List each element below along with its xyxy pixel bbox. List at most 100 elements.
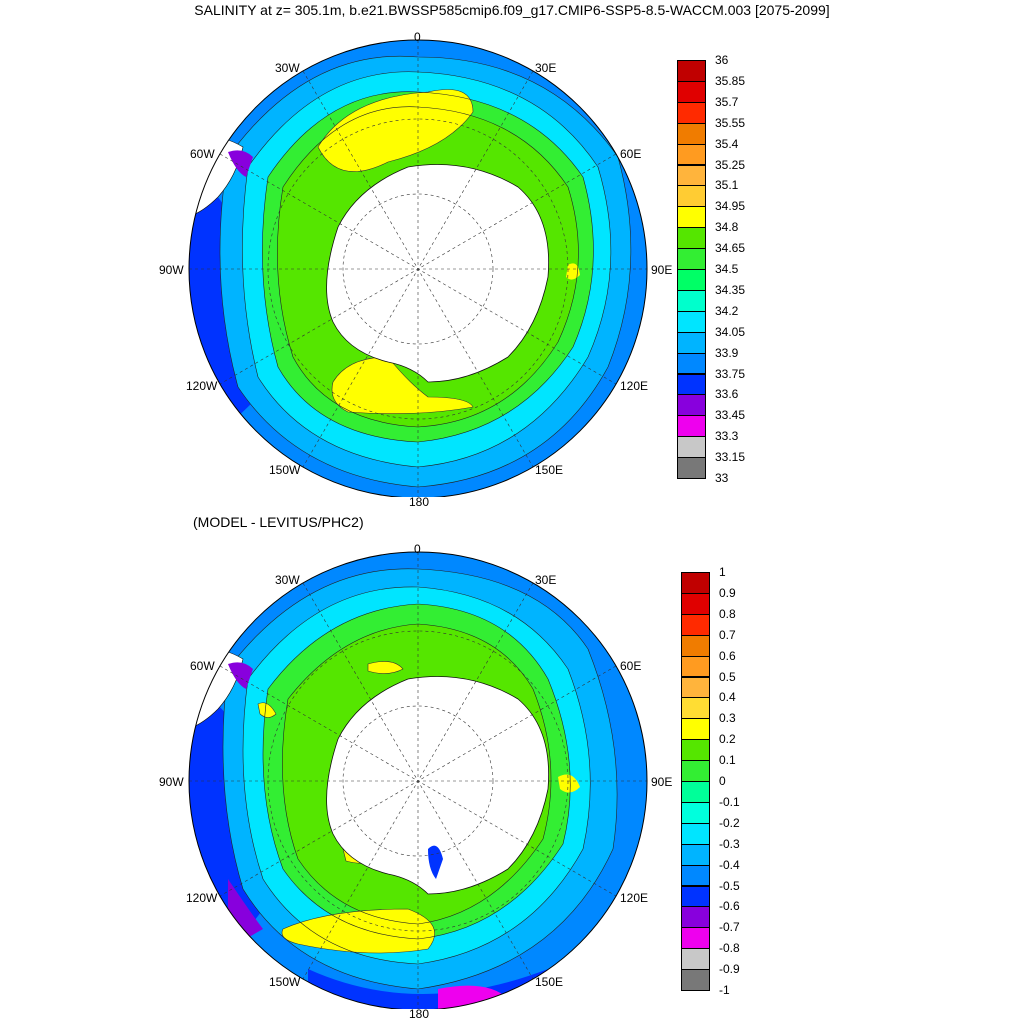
bottom-lon-label-60w: 60W <box>190 659 215 673</box>
bottom-colorbar-swatch <box>681 718 710 741</box>
top-lon-label-90w: 90W <box>159 263 184 277</box>
bottom-lon-label-90e: 90E <box>651 775 673 789</box>
top-colorbar-swatch <box>677 415 706 438</box>
top-lon-label-0: 0 <box>414 30 421 44</box>
top-colorbar-tick-label: 33.9 <box>715 345 739 360</box>
top-colorbar-tick-label: 34.8 <box>715 220 739 235</box>
top-colorbar-swatch <box>677 352 706 375</box>
bottom-colorbar-tick-label: -0.4 <box>719 857 740 872</box>
bottom-colorbar-tick-label: 1 <box>719 565 726 579</box>
bottom-lon-label-0: 0 <box>414 542 421 556</box>
top-colorbar-tick-label: 35.85 <box>715 73 746 88</box>
bottom-lon-label-120e: 120E <box>620 891 649 905</box>
bottom-colorbar-tick-label: 0 <box>719 774 726 788</box>
top-lon-label-90e: 90E <box>651 263 673 277</box>
top-colorbar-tick-label: 34.65 <box>715 241 746 256</box>
top-lon-label-60w: 60W <box>190 147 215 161</box>
bottom-colorbar-tick-label: 0.8 <box>719 606 736 621</box>
top-lon-label-150w: 150W <box>269 463 301 477</box>
top-colorbar-tick-label: 35.55 <box>715 115 746 130</box>
top-lon-label-120w: 120W <box>186 379 218 393</box>
bottom-colorbar-tick-label: 0.7 <box>719 627 736 642</box>
top-lon-label-180: 180 <box>409 495 430 509</box>
bottom-lon-label-120w: 120W <box>186 891 218 905</box>
bottom-lon-label-90w: 90W <box>159 775 184 789</box>
bottom-colorbar-swatch <box>681 864 710 887</box>
top-lon-label-30e: 30E <box>535 61 557 75</box>
top-colorbar-swatch <box>677 206 706 229</box>
bottom-colorbar-tick-label: 0.2 <box>719 732 736 747</box>
bottom-colorbar-tick-label: 0.1 <box>719 753 736 768</box>
bottom-colorbar-tick-label: -0.6 <box>719 899 740 914</box>
top-colorbar-tick-label: 35.1 <box>715 178 739 193</box>
top-colorbar: 36 35.85 35.7 35.55 35.4 35.25 35.1 34.95 34.8 34… <box>677 54 767 484</box>
top-colorbar-tick-label: 33.45 <box>715 408 746 423</box>
bottom-colorbar-swatch <box>681 885 710 908</box>
top-colorbar-swatch <box>677 310 706 333</box>
bottom-colorbar-swatch <box>681 781 710 803</box>
bottom-colorbar-tick-label: -0.9 <box>719 962 740 977</box>
top-colorbar-swatch <box>677 394 706 417</box>
top-colorbar-tick-label: 33.3 <box>715 429 739 444</box>
antarctica-landmass <box>326 676 549 895</box>
top-colorbar-tick-label: 34.5 <box>715 262 739 276</box>
bottom-colorbar-swatch <box>681 906 710 929</box>
top-colorbar-swatch <box>677 122 706 145</box>
bottom-colorbar-tick-label: -1 <box>719 983 730 997</box>
top-colorbar-swatch <box>677 331 706 354</box>
bottom-colorbar-tick-label: -0.7 <box>719 920 740 935</box>
bottom-colorbar-swatch <box>681 969 710 991</box>
bottom-lon-label-150e: 150E <box>535 975 564 989</box>
top-colorbar-swatch <box>677 289 706 312</box>
top-colorbar-swatch <box>677 101 706 124</box>
top-colorbar-tick-label: 33.75 <box>715 366 746 381</box>
top-colorbar-tick-label: 36 <box>715 53 729 67</box>
top-colorbar-swatch <box>677 227 706 250</box>
bottom-colorbar-swatch <box>681 948 710 971</box>
bottom-colorbar-swatch <box>681 655 710 678</box>
top-colorbar-swatch <box>677 269 706 291</box>
bottom-colorbar-swatch <box>681 927 710 950</box>
top-colorbar-tick-label: 34.05 <box>715 324 746 339</box>
top-colorbar-swatch <box>677 248 706 270</box>
bottom-colorbar-swatch <box>681 801 710 824</box>
bottom-colorbar-swatch <box>681 613 710 636</box>
bottom-colorbar-tick-label: -0.5 <box>719 878 740 893</box>
top-colorbar-tick-label: 34.2 <box>715 303 739 318</box>
bottom-colorbar-tick-label: 0.4 <box>719 690 736 705</box>
bottom-colorbar-swatch <box>681 697 710 720</box>
antarctica-landmass <box>326 164 549 383</box>
bottom-colorbar-tick-label: -0.3 <box>719 836 740 851</box>
figure-title: SALINITY at z= 305.1m, b.e21.BWSSP585cmi… <box>194 2 830 18</box>
top-colorbar-tick-label: 35.4 <box>715 136 739 151</box>
bottom-colorbar-tick-label: 0.3 <box>719 711 736 726</box>
top-colorbar-swatch <box>677 80 706 103</box>
bottom-lon-label-180: 180 <box>409 1007 430 1021</box>
top-colorbar-swatch <box>677 436 706 459</box>
bottom-difference-map <box>188 551 648 1009</box>
top-lon-label-120e: 120E <box>620 379 649 393</box>
top-colorbar-swatch <box>677 164 706 187</box>
bottom-colorbar-tick-label: -0.2 <box>719 815 740 830</box>
top-lon-label-60e: 60E <box>620 147 642 161</box>
top-colorbar-swatch <box>677 185 706 208</box>
difference-map-subtitle: (MODEL - LEVITUS/PHC2) <box>193 514 364 530</box>
bottom-lon-label-30w: 30W <box>275 573 300 587</box>
bottom-colorbar-swatch <box>681 739 710 762</box>
bottom-lon-label-30e: 30E <box>535 573 557 587</box>
bottom-colorbar-tick-label: -0.1 <box>719 794 740 809</box>
bottom-colorbar-swatch <box>681 843 710 866</box>
top-lon-label-150e: 150E <box>535 463 564 477</box>
bottom-colorbar-tick-label: 0.9 <box>719 585 736 600</box>
bottom-colorbar-swatch <box>681 822 710 845</box>
top-colorbar-tick-label: 33.15 <box>715 450 746 465</box>
bottom-colorbar-swatch <box>681 760 710 782</box>
bottom-colorbar-swatch <box>681 676 710 699</box>
top-colorbar-swatch <box>677 143 706 166</box>
bottom-colorbar-tick-label: 0.5 <box>719 669 736 684</box>
bottom-colorbar-swatch <box>681 592 710 615</box>
bottom-colorbar-tick-label: -0.8 <box>719 941 740 956</box>
bottom-lon-label-60e: 60E <box>620 659 642 673</box>
bottom-colorbar-tick-label: 0.6 <box>719 648 736 663</box>
top-salinity-map <box>188 39 648 497</box>
